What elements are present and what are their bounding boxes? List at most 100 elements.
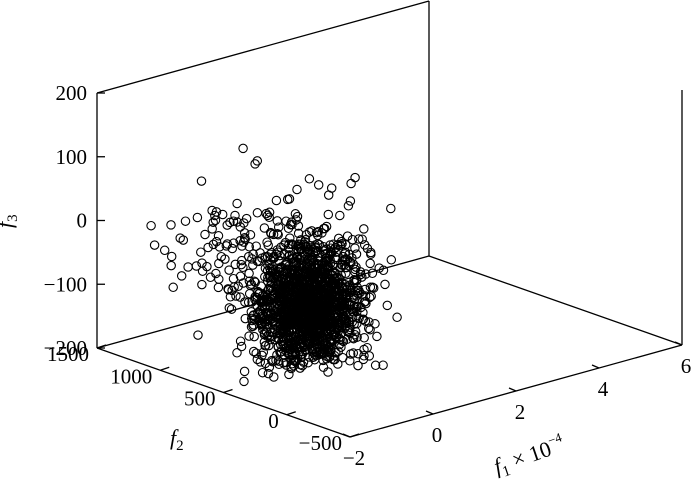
data-point bbox=[285, 339, 295, 349]
data-point bbox=[260, 314, 271, 325]
data-point bbox=[271, 249, 282, 260]
f1-tick bbox=[342, 433, 351, 438]
data-point bbox=[366, 291, 376, 301]
data-point bbox=[230, 210, 240, 221]
data-point bbox=[262, 265, 273, 276]
data-point bbox=[352, 282, 363, 293]
data-point bbox=[310, 308, 321, 318]
data-point bbox=[159, 245, 170, 256]
data-point bbox=[337, 281, 347, 292]
data-point bbox=[247, 254, 257, 264]
data-point bbox=[221, 241, 232, 251]
data-point bbox=[258, 324, 268, 335]
data-point bbox=[203, 242, 213, 253]
data-point bbox=[275, 290, 285, 301]
data-point bbox=[295, 363, 305, 373]
data-point bbox=[293, 336, 303, 346]
data-point bbox=[270, 334, 280, 345]
data-point bbox=[244, 288, 255, 299]
data-point bbox=[324, 318, 335, 329]
data-point bbox=[224, 303, 235, 313]
data-point bbox=[244, 276, 255, 286]
box-edge bbox=[428, 255, 683, 346]
data-points bbox=[146, 143, 402, 387]
data-point bbox=[359, 240, 370, 250]
data-point bbox=[336, 270, 346, 280]
data-point bbox=[330, 354, 340, 365]
data-point bbox=[294, 275, 304, 285]
data-point bbox=[265, 266, 276, 276]
data-point bbox=[292, 184, 302, 195]
data-point bbox=[324, 342, 334, 352]
plot-box bbox=[96, 0, 683, 438]
data-point bbox=[239, 376, 249, 387]
data-point bbox=[382, 300, 393, 311]
data-point bbox=[331, 332, 341, 342]
data-point bbox=[348, 306, 359, 317]
data-point bbox=[289, 356, 300, 366]
data-point bbox=[232, 217, 242, 227]
data-point bbox=[248, 249, 258, 259]
f2-tick-label: −500 bbox=[299, 431, 342, 455]
data-point bbox=[342, 334, 352, 345]
f1-tick-label: 0 bbox=[432, 423, 443, 447]
data-point bbox=[214, 258, 224, 269]
data-point bbox=[220, 254, 230, 264]
data-point bbox=[339, 311, 349, 322]
data-point bbox=[239, 366, 250, 377]
data-point bbox=[283, 332, 293, 342]
data-point bbox=[304, 227, 315, 237]
data-point bbox=[235, 292, 245, 302]
data-point bbox=[197, 266, 208, 276]
data-point bbox=[298, 268, 308, 278]
data-point bbox=[283, 307, 293, 318]
data-point bbox=[226, 304, 237, 314]
data-point bbox=[210, 210, 220, 221]
data-point bbox=[256, 296, 267, 307]
data-point bbox=[287, 239, 297, 249]
data-point bbox=[278, 266, 289, 277]
data-point bbox=[240, 297, 250, 307]
data-point bbox=[365, 324, 375, 335]
data-point bbox=[251, 348, 261, 358]
data-point bbox=[276, 347, 287, 357]
data-point bbox=[183, 262, 193, 272]
data-point bbox=[342, 231, 353, 241]
data-point bbox=[283, 282, 293, 292]
data-point bbox=[313, 180, 324, 190]
data-point bbox=[180, 216, 191, 226]
data-point bbox=[258, 347, 269, 357]
data-point bbox=[293, 228, 304, 239]
data-point bbox=[213, 231, 224, 241]
data-point bbox=[350, 267, 360, 277]
data-point bbox=[267, 355, 277, 366]
data-point bbox=[193, 330, 203, 340]
data-point bbox=[224, 265, 234, 275]
data-point bbox=[238, 278, 249, 288]
f2-tick bbox=[286, 411, 296, 416]
data-point bbox=[365, 282, 376, 292]
data-point bbox=[265, 271, 276, 282]
data-point bbox=[315, 325, 326, 336]
data-point bbox=[318, 336, 328, 346]
data-point bbox=[337, 239, 347, 249]
data-point bbox=[296, 235, 306, 245]
data-point bbox=[261, 208, 271, 219]
data-point bbox=[296, 327, 307, 337]
data-point bbox=[318, 362, 329, 373]
data-point bbox=[273, 247, 283, 257]
data-point bbox=[230, 259, 241, 270]
data-point bbox=[311, 340, 322, 350]
data-point bbox=[358, 314, 369, 324]
data-point bbox=[351, 312, 362, 323]
data-point bbox=[340, 240, 351, 250]
data-point bbox=[352, 286, 363, 296]
data-point bbox=[295, 241, 306, 251]
data-point bbox=[266, 247, 277, 258]
data-point bbox=[247, 315, 257, 326]
data-point bbox=[235, 271, 246, 282]
data-point bbox=[294, 313, 304, 324]
data-point bbox=[253, 307, 263, 318]
data-point bbox=[333, 346, 344, 357]
data-point bbox=[295, 254, 306, 265]
